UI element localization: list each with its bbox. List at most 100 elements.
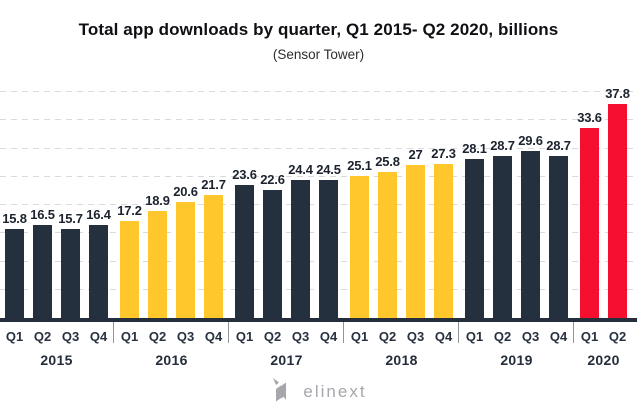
year-group-2017: 23.6 Q1 22.6 Q2 24.4 Q3 24.5 Q4 2017 <box>232 162 344 368</box>
bar-value-label: 18.9 <box>145 193 170 209</box>
bar-Q2-2018: 25.8 Q2 <box>375 154 400 344</box>
bar-value-label: 28.1 <box>462 141 487 157</box>
bar-Q1-2015: 15.8 Q1 <box>2 211 27 344</box>
bar-value-label: 15.7 <box>58 211 83 227</box>
bar-value-label: 28.7 <box>490 137 515 153</box>
bar-Q4-2017: 24.5 Q4 <box>316 162 341 344</box>
gridline <box>0 91 637 92</box>
bar-fill <box>263 190 282 318</box>
bar-Q3-2017: 24.4 Q3 <box>288 162 313 344</box>
bar-value-label: 33.6 <box>577 110 602 126</box>
bar-fill <box>120 220 139 318</box>
bar-Q3-2019: 29.6 Q3 <box>518 133 543 344</box>
bar-value-label: 16.5 <box>30 206 55 222</box>
bar-value-label: 37.8 <box>605 86 630 102</box>
year-group-2016: 17.2 Q1 18.9 Q2 20.6 Q3 21.7 Q4 2016 <box>117 177 229 368</box>
bar-fill <box>5 228 24 318</box>
bar-fill <box>291 180 310 318</box>
bar-value-label: 17.2 <box>117 202 142 218</box>
bar-value-label: 15.8 <box>2 210 27 226</box>
watermark-logo: elinext <box>0 376 637 408</box>
quarter-label: Q4 <box>319 329 338 344</box>
bar-value-label: 22.6 <box>260 172 285 188</box>
quarter-label: Q4 <box>549 329 568 344</box>
bar-value-label: 28.7 <box>546 137 571 153</box>
quarter-label: Q3 <box>291 329 310 344</box>
bar-value-label: 27 <box>408 147 423 163</box>
bar-fill <box>350 176 369 318</box>
quarter-label: Q1 <box>580 329 599 344</box>
bar-value-label: 29.6 <box>518 132 543 148</box>
bar-Q2-2019: 28.7 Q2 <box>490 138 515 344</box>
bar-fill <box>204 195 223 318</box>
quarter-label: Q2 <box>378 329 397 344</box>
year-label: 2020 <box>587 352 620 368</box>
gridline <box>0 147 637 149</box>
quarter-label: Q4 <box>204 329 223 344</box>
bar-value-label: 23.6 <box>232 166 257 182</box>
year-label: 2015 <box>40 352 73 368</box>
quarter-label: Q3 <box>61 329 80 344</box>
gridline <box>0 204 637 205</box>
quarter-label: Q1 <box>120 329 139 344</box>
bar-Q1-2019: 28.1 Q1 <box>462 141 487 344</box>
bar-value-label: 24.4 <box>288 162 313 178</box>
gridline <box>0 119 637 121</box>
bar-fill <box>378 172 397 318</box>
bar-value-label: 16.4 <box>86 207 111 223</box>
bar-Q4-2018: 27.3 Q4 <box>431 146 456 344</box>
bars-area: 15.8 Q1 16.5 Q2 15.7 Q3 16.4 Q4 2015 17.2 Q1 18.9 Q2… <box>2 86 630 368</box>
plot-area <box>0 91 637 318</box>
bar-value-label: 25.1 <box>347 158 372 174</box>
year-label: 2018 <box>385 352 418 368</box>
bar-fill <box>89 225 108 318</box>
quarter-label: Q2 <box>33 329 52 344</box>
quarter-label: Q2 <box>493 329 512 344</box>
year-group-2015: 15.8 Q1 16.5 Q2 15.7 Q3 16.4 Q4 2015 <box>2 207 114 368</box>
bar-fill <box>580 128 599 318</box>
bar-Q1-2017: 23.6 Q1 <box>232 167 257 344</box>
year-group-2019: 28.1 Q1 28.7 Q2 29.6 Q3 28.7 Q4 2019 <box>462 133 574 368</box>
chart-source-subtitle: (Sensor Tower) <box>272 47 365 62</box>
bar-value-label: 20.6 <box>173 183 198 199</box>
bar-fill <box>549 155 568 318</box>
bar-fill <box>493 155 512 318</box>
year-group-2020: 33.6 Q1 37.8 Q2 2020 <box>577 86 630 368</box>
bar-value-label: 25.8 <box>375 154 400 170</box>
bar-value-label: 27.3 <box>431 145 456 161</box>
bar-fill <box>176 201 195 318</box>
bar-Q3-2015: 15.7 Q3 <box>58 211 83 344</box>
bar-fill <box>465 159 484 318</box>
quarter-label: Q1 <box>350 329 369 344</box>
bar-Q4-2019: 28.7 Q4 <box>546 138 571 344</box>
gridline <box>0 232 637 234</box>
quarter-label: Q4 <box>89 329 108 344</box>
quarter-label: Q2 <box>608 329 627 344</box>
gridline <box>0 288 637 290</box>
year-label: 2017 <box>270 352 303 368</box>
gridline <box>0 260 637 262</box>
brand-text: elinext <box>303 382 367 401</box>
bar-fill <box>406 165 425 318</box>
bar-fill <box>61 229 80 318</box>
bar-fill <box>521 150 540 318</box>
bar-fill <box>148 211 167 318</box>
year-label: 2016 <box>155 352 188 368</box>
quarter-label: Q1 <box>465 329 484 344</box>
bar-Q4-2016: 21.7 Q4 <box>201 177 226 344</box>
bar-Q1-2016: 17.2 Q1 <box>117 203 142 344</box>
quarter-label: Q3 <box>521 329 540 344</box>
chart-title: Total app downloads by quarter, Q1 2015-… <box>78 20 559 39</box>
quarter-label: Q2 <box>148 329 167 344</box>
quarter-label: Q2 <box>263 329 282 344</box>
quarter-label: Q3 <box>176 329 195 344</box>
elinext-n-logo-icon <box>270 376 292 408</box>
year-group-2018: 25.1 Q1 25.8 Q2 27 Q3 27.3 Q4 2018 <box>347 146 459 368</box>
bar-value-label: 21.7 <box>201 177 226 193</box>
quarter-label: Q3 <box>406 329 425 344</box>
bar-Q1-2020: 33.6 Q1 <box>577 110 602 344</box>
quarter-label: Q1 <box>235 329 254 344</box>
bar-fill <box>608 104 627 318</box>
bar-Q1-2018: 25.1 Q1 <box>347 158 372 344</box>
